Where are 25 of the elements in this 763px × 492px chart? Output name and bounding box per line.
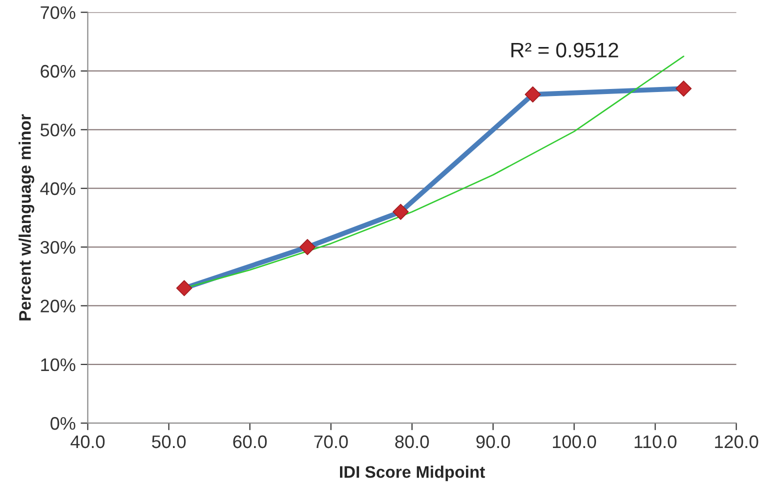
y-tick-label: 0%	[50, 417, 76, 430]
x-tick-label: 60.0	[233, 435, 267, 448]
y-axis-title: Percent w/language minor	[18, 114, 34, 320]
y-tick-label: 70%	[40, 6, 76, 20]
x-axis-title: IDI Score Midpoint	[340, 466, 485, 482]
x-tick-label: 90.0	[476, 435, 510, 448]
y-tick-label: 10%	[41, 358, 76, 372]
y-tick-label: 50%	[40, 124, 76, 136]
x-tick-label: 50.0	[152, 435, 186, 448]
x-tick-label: 110.0	[634, 435, 676, 448]
point	[176, 280, 192, 296]
x-tick-label: 100.0	[552, 435, 596, 448]
x-tick-label: 120.0	[715, 435, 758, 448]
point	[392, 204, 409, 220]
annotation: R² = 0.9512	[511, 42, 618, 58]
y-tick-label: 40%	[40, 182, 76, 196]
point	[299, 239, 316, 256]
point	[524, 86, 541, 102]
x-tick-label: 80.0	[395, 435, 429, 448]
x-tick-label: 70.0	[314, 435, 348, 448]
y-tick-label: 20%	[40, 300, 76, 312]
y-tick-label: 30%	[40, 240, 76, 254]
y-tick-label: 60%	[40, 64, 76, 78]
point	[676, 80, 692, 97]
x-tick-label: 40.0	[70, 435, 105, 448]
